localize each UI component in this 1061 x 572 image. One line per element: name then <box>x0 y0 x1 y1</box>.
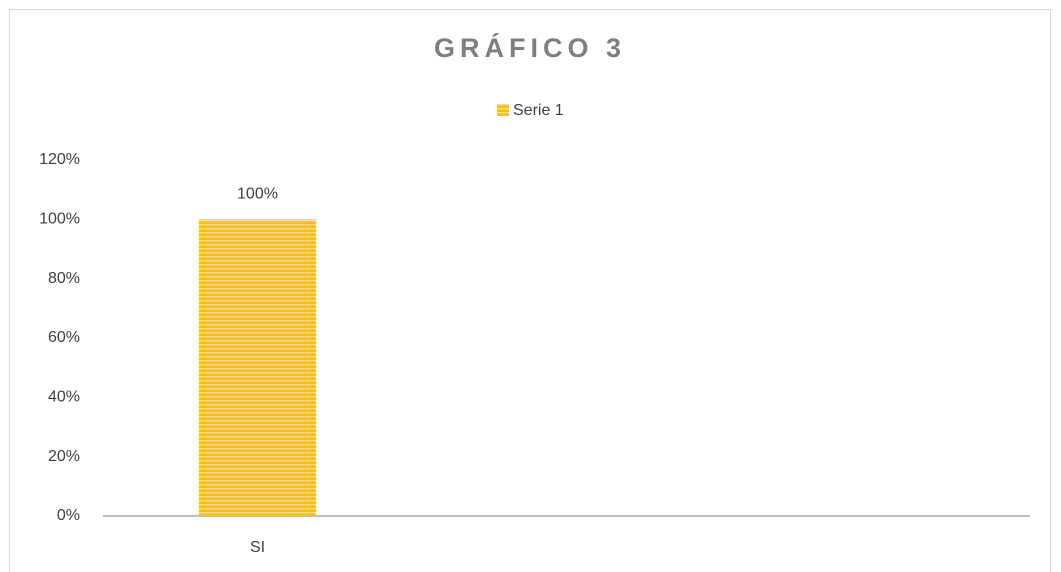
chart-border <box>9 9 1051 572</box>
y-tick-label: 20% <box>48 448 80 465</box>
x-tick-label: SI <box>250 539 265 556</box>
y-tick-label: 0% <box>57 507 80 524</box>
y-tick-label: 60% <box>48 329 80 346</box>
legend-swatch <box>497 104 509 116</box>
y-tick-label: 120% <box>39 151 80 168</box>
y-tick-label: 100% <box>39 211 80 228</box>
y-tick-label: 80% <box>48 270 80 287</box>
chart-title: GRÁFICO 3 <box>434 32 626 63</box>
data-label: 100% <box>237 186 278 203</box>
legend-label: Serie 1 <box>513 102 564 119</box>
bar <box>198 219 317 517</box>
y-tick-label: 40% <box>48 389 80 406</box>
